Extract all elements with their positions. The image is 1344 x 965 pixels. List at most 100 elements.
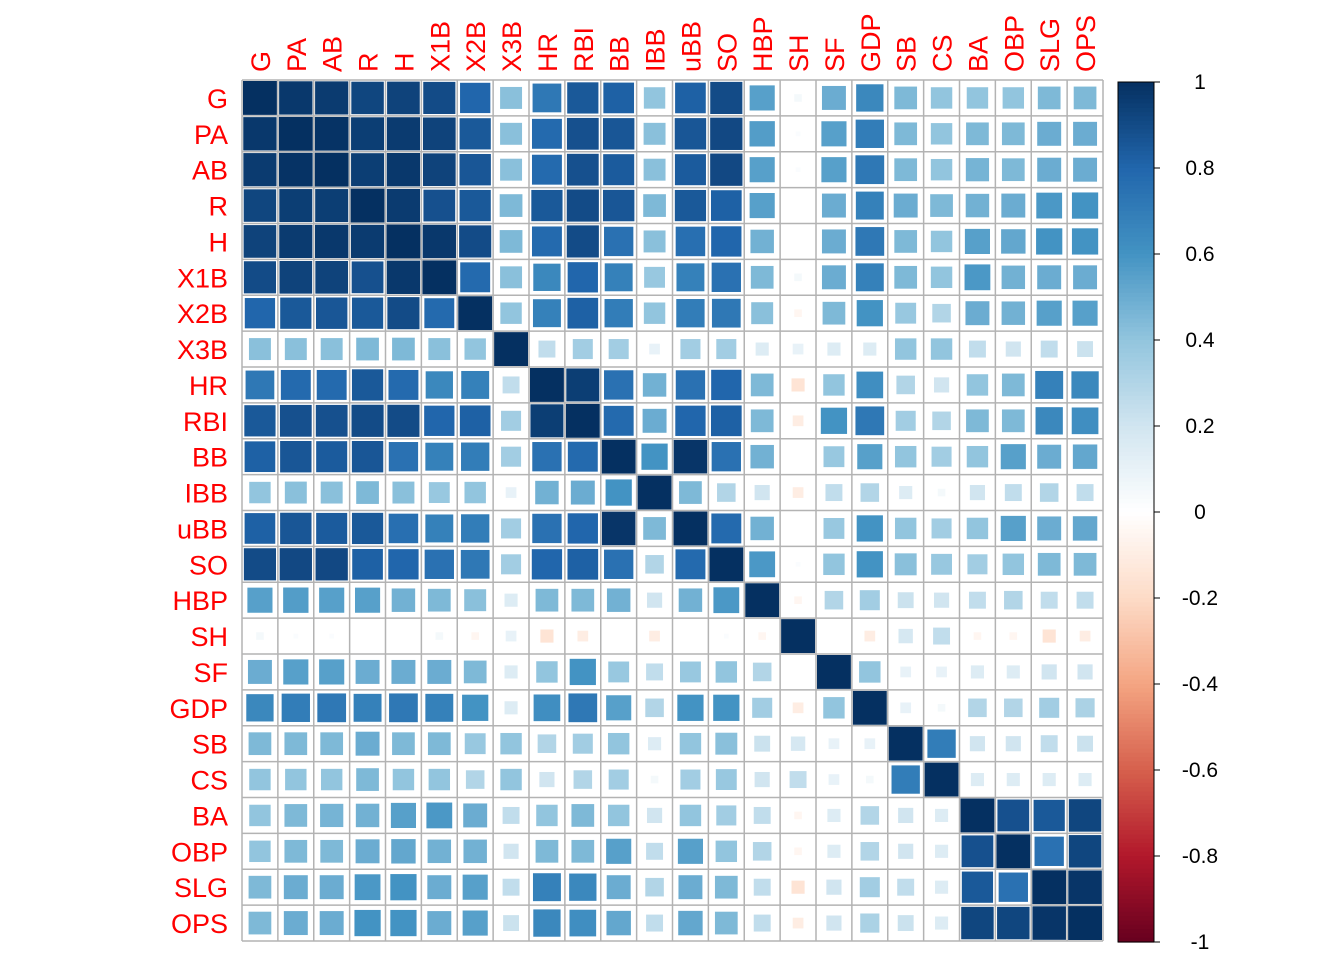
cell-SB-BB: [607, 732, 630, 755]
cell-AB-R: [351, 153, 385, 187]
legend-swatch: [1118, 684, 1154, 689]
legend-swatch: [1118, 370, 1154, 375]
cell-OBP-X2B: [463, 839, 487, 864]
cell-R-PA: [279, 189, 313, 223]
cell-RBI-SLG: [1035, 407, 1063, 435]
cell-H-BA: [964, 228, 990, 254]
cell-CS-OPS: [1078, 773, 1092, 787]
cell-SLG-X3B: [502, 878, 520, 896]
cell-X2B-BB: [604, 299, 633, 328]
cell-IBB-OBP: [1004, 484, 1022, 502]
cell-BA-CS: [935, 808, 949, 822]
cell-OPS-AB: [319, 911, 344, 936]
cell-H-OPS: [1071, 228, 1099, 255]
legend-swatch: [1118, 834, 1154, 840]
cell-GDP-G: [246, 694, 274, 722]
cell-G-HR: [532, 83, 562, 113]
cell-IBB-CS: [937, 488, 946, 497]
cell-SLG-SO: [714, 875, 738, 899]
cell-CS-HR: [539, 771, 555, 788]
legend-swatch: [1118, 262, 1154, 268]
cell-OBP-PA: [284, 839, 308, 863]
legend-swatch: [1118, 357, 1154, 363]
cell-RBI-BB: [603, 405, 634, 436]
legend-swatch: [1118, 159, 1154, 165]
cell-SF-AB: [319, 659, 345, 685]
cell-X2B-BA: [965, 301, 990, 326]
cell-HR-SB: [896, 375, 915, 395]
legend-swatch: [1118, 503, 1154, 509]
legend-swatch: [1118, 120, 1154, 126]
legend-swatch: [1118, 653, 1154, 659]
cell-H-X1B: [422, 224, 456, 259]
legend-swatch: [1118, 585, 1154, 590]
cell-SB-AB: [320, 732, 344, 756]
cell-uBB-SLG: [1037, 516, 1062, 541]
cell-X1B-PA: [279, 260, 313, 294]
cell-uBB-G: [244, 513, 276, 544]
legend-swatch: [1118, 331, 1154, 337]
cell-RBI-SB: [895, 410, 916, 431]
cell-IBB-uBB: [679, 481, 702, 504]
cell-HBP-uBB: [678, 588, 703, 612]
cell-uBB-uBB: [673, 511, 708, 546]
cell-OPS-R: [354, 909, 381, 937]
cell-BB-GDP: [857, 444, 883, 470]
cell-HBP-SO: [713, 587, 740, 614]
cell-SF-R: [355, 659, 380, 684]
cell-AB-SF: [821, 157, 847, 183]
cell-RBI-PA: [279, 404, 312, 437]
cell-X2B-HR: [532, 299, 561, 328]
row-label-HR: HR: [189, 371, 228, 401]
legend-swatch: [1118, 340, 1154, 345]
cell-GDP-AB: [317, 693, 347, 723]
legend-swatch: [1118, 417, 1154, 423]
cell-RBI-RBI: [565, 403, 600, 438]
cell-IBB-BB: [605, 479, 632, 506]
cell-HR-HBP: [750, 373, 774, 397]
legend-swatch: [1118, 679, 1154, 685]
legend-swatch: [1118, 236, 1154, 242]
legend-swatch: [1118, 481, 1154, 487]
cell-SH-SLG: [1042, 629, 1056, 643]
cell-X3B-uBB: [680, 339, 701, 360]
cell-RBI-SH: [792, 415, 804, 427]
legend-swatch: [1118, 301, 1154, 307]
cell-HBP-OBP: [1004, 590, 1023, 610]
cell-BA-PA: [284, 804, 308, 827]
cell-SH-OPS: [1079, 630, 1091, 642]
cell-G-PA: [279, 81, 313, 115]
cell-BB-PA: [280, 440, 312, 473]
cell-RBI-GDP: [855, 406, 885, 436]
legend-swatch: [1118, 94, 1154, 100]
cell-X2B-AB: [315, 297, 348, 329]
cell-OBP-SLG: [1034, 836, 1064, 866]
cell-G-IBB: [643, 87, 666, 109]
cell-RBI-HR: [530, 404, 564, 438]
cell-BA-R: [355, 803, 380, 828]
cell-X1B-H: [386, 260, 421, 294]
legend-tick-label: 0.2: [1185, 415, 1214, 438]
cell-X1B-SB: [894, 265, 918, 289]
cell-HR-PA: [280, 369, 311, 400]
cell-X1B-BB: [604, 263, 633, 292]
cell-OBP-AB: [320, 839, 344, 863]
legend-swatch: [1118, 172, 1154, 178]
cell-AB-SO: [710, 153, 743, 186]
cell-R-G: [243, 189, 277, 222]
cell-SLG-OPS: [1068, 870, 1102, 904]
cell-SLG-SF: [826, 879, 842, 895]
cell-HR-RBI: [566, 368, 600, 402]
legend-tick-label: -0.4: [1182, 673, 1219, 696]
legend-swatch: [1118, 279, 1154, 285]
col-label-SO: SO: [712, 33, 742, 72]
cell-X2B-SB: [895, 302, 917, 324]
cell-R-R: [350, 188, 385, 223]
cell-BB-RBI: [567, 441, 598, 472]
cell-OBP-SH: [794, 847, 802, 856]
cell-H-R: [350, 224, 385, 259]
cell-SH-CS: [933, 627, 951, 645]
cell-SLG-HBP: [753, 878, 771, 896]
cell-CS-SO: [715, 769, 737, 790]
